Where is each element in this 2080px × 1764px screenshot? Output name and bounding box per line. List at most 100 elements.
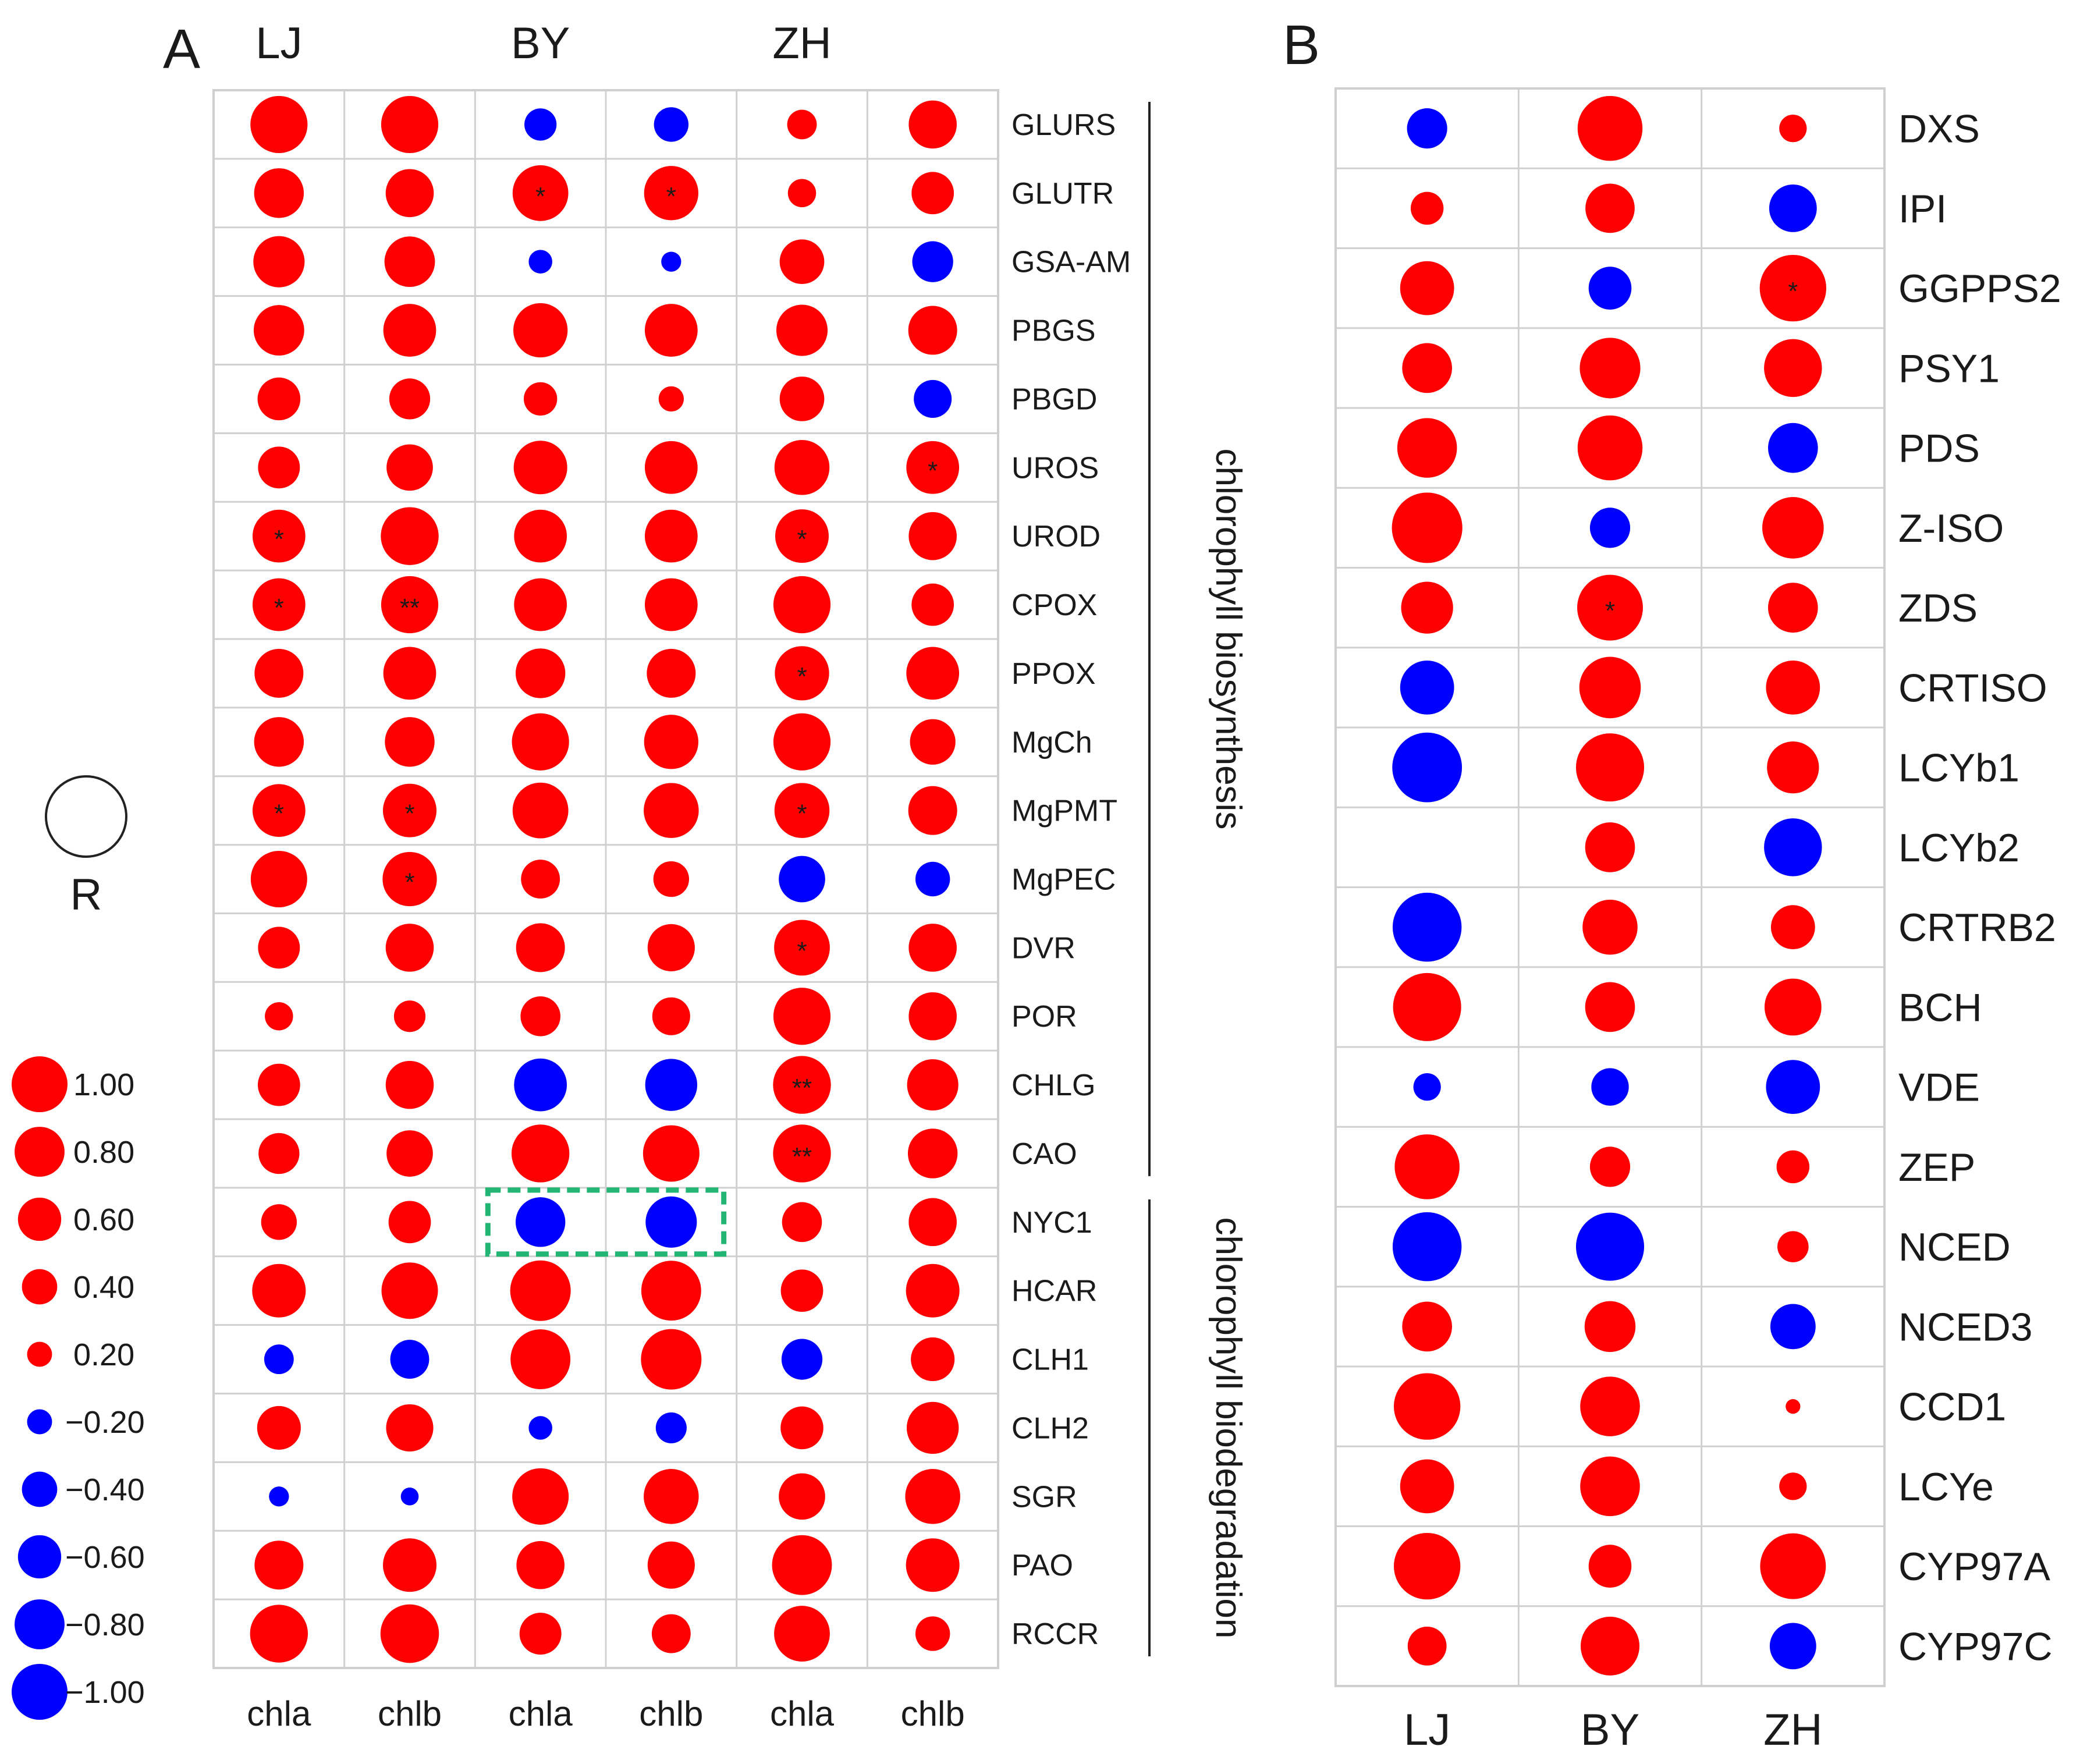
bubble-bch-zh xyxy=(1764,978,1822,1036)
bubble-pbgd-zh-chlb xyxy=(914,379,952,418)
bubble-z-iso-zh xyxy=(1762,497,1824,559)
bubble-zep-zh xyxy=(1776,1150,1810,1184)
legend-bubble xyxy=(12,1664,68,1720)
row-label-bch: BCH xyxy=(1898,985,1982,1030)
legend-value-label: 0.60 xyxy=(73,1202,134,1237)
row-label-mgpmt: MgPMT xyxy=(1011,794,1117,828)
bubble-pao-lj-chla xyxy=(254,1541,304,1590)
bubble-cao-zh-chla xyxy=(773,1124,831,1183)
row-label-urod: UROD xyxy=(1011,520,1101,553)
bubble-pds-zh xyxy=(1768,423,1818,473)
bubble-pbgd-zh-chla xyxy=(779,377,825,421)
legend-bubble xyxy=(27,1341,52,1367)
bubble-mgpec-lj-chla xyxy=(250,851,307,907)
row-label-mgch: MgCh xyxy=(1011,726,1092,759)
bubble-cao-lj-chlb xyxy=(386,1130,433,1177)
bubble-crtiso-lj xyxy=(1400,660,1454,715)
bubble-urod-by-chla xyxy=(514,509,567,563)
bubble-lcyb2-by xyxy=(1585,822,1635,872)
bubble-dvr-zh-chla xyxy=(774,920,830,976)
bubble-rccr-by-chla xyxy=(519,1613,562,1655)
highlight-box xyxy=(485,1187,727,1257)
bubble-cao-by-chlb xyxy=(643,1125,700,1182)
bubble-chlg-by-chlb xyxy=(645,1059,698,1111)
bubble-sgr-by-chla xyxy=(512,1468,569,1525)
group-label-zh: ZH xyxy=(772,19,831,68)
row-label-zep: ZEP xyxy=(1898,1145,1975,1190)
significance-mark: ** xyxy=(400,594,420,622)
row-label-ggpps2: GGPPS2 xyxy=(1898,267,2061,311)
row-label-nyc1: NYC1 xyxy=(1011,1206,1092,1240)
row-label-sgr: SGR xyxy=(1011,1480,1077,1514)
bubble-cpox-lj-chlb xyxy=(381,576,439,634)
bubble-gsa-am-lj-chla xyxy=(253,236,305,288)
bubble-clh1-zh-chla xyxy=(781,1339,823,1380)
bubble-pao-zh-chlb xyxy=(906,1538,960,1592)
bubble-mgpmt-zh-chla xyxy=(774,783,830,838)
panel-a-frame xyxy=(212,89,999,1669)
bubble-z-iso-lj xyxy=(1392,492,1463,563)
bubble-clh1-lj-chla xyxy=(264,1344,294,1375)
bubble-dvr-by-chlb xyxy=(647,924,695,971)
bubble-clh1-lj-chlb xyxy=(390,1340,430,1379)
bubble-clh2-zh-chlb xyxy=(906,1401,959,1454)
row-label-pbgd: PBGD xyxy=(1011,382,1097,416)
bubble-urod-zh-chla xyxy=(775,509,829,563)
bubble-lcyb1-zh xyxy=(1767,741,1819,794)
bubble-mgch-lj-chlb xyxy=(385,717,435,767)
bubble-nyc1-by-chla xyxy=(515,1197,566,1247)
group-label-lj: LJ xyxy=(255,19,302,68)
bubble-dxs-by xyxy=(1577,95,1643,161)
bubble-mgpec-lj-chlb xyxy=(382,851,437,907)
bubble-glurs-lj-chla xyxy=(250,95,308,154)
bubble-hcar-lj-chlb xyxy=(381,1262,438,1319)
bubble-clh2-by-chlb xyxy=(655,1412,687,1444)
col-label-by-chlb: chlb xyxy=(639,1694,703,1733)
legend-r-symbol xyxy=(45,775,127,858)
col-label-by: BY xyxy=(1581,1705,1639,1755)
bubble-pao-by-chla xyxy=(516,1541,565,1589)
bubble-glurs-by-chlb xyxy=(654,107,689,142)
legend-value-label: 0.20 xyxy=(73,1337,134,1372)
bubble-pao-by-chlb xyxy=(647,1541,695,1589)
legend-bubble xyxy=(15,1127,65,1177)
row-label-ipi: IPI xyxy=(1898,187,1947,231)
bubble-glurs-lj-chlb xyxy=(381,95,439,154)
bubble-pbgs-by-chlb xyxy=(644,304,698,357)
bubble-gsa-am-lj-chlb xyxy=(384,236,435,288)
bubble-uros-lj-chlb xyxy=(386,444,433,491)
bubble-glurs-zh-chlb xyxy=(908,100,957,149)
bubble-nced-zh xyxy=(1777,1231,1809,1262)
legend-bubble xyxy=(22,1269,58,1305)
bubble-cyp97c-zh xyxy=(1769,1623,1816,1670)
legend-value-label: −0.60 xyxy=(65,1540,145,1575)
panel-a: A LJ BY ZH chla chlb chla chlb chla chlb GLURS GLUT… xyxy=(163,18,1248,1733)
row-label-hcar: HCAR xyxy=(1011,1275,1097,1308)
bubble-pds-by xyxy=(1577,415,1643,481)
bubble-por-lj-chlb xyxy=(393,1000,426,1032)
bubble-ccd1-lj xyxy=(1393,1373,1461,1440)
bubble-crtrb2-lj xyxy=(1392,892,1462,962)
bubble-nyc1-zh-chlb xyxy=(908,1198,957,1247)
bubble-crtrb2-zh xyxy=(1770,905,1815,950)
legend-bubble xyxy=(17,1197,62,1241)
bubble-gsa-am-zh-chlb xyxy=(912,241,953,282)
bubble-glutr-lj-chla xyxy=(254,168,304,218)
row-label-cao: CAO xyxy=(1011,1137,1077,1171)
bubble-lcyb1-by xyxy=(1575,733,1645,802)
bubble-dvr-by-chla xyxy=(516,923,565,972)
bubble-cyp97c-by xyxy=(1580,1616,1640,1676)
row-label-ppox: PPOX xyxy=(1011,657,1096,691)
bubble-pbgd-lj-chla xyxy=(257,377,301,421)
bubble-dvr-zh-chlb xyxy=(908,924,957,972)
legend-value-label: −0.20 xyxy=(65,1405,145,1440)
bubble-glurs-zh-chla xyxy=(787,109,817,140)
row-label-dxs: DXS xyxy=(1898,107,1980,151)
bubble-pbgd-lj-chlb xyxy=(389,378,431,420)
col-label-by-chla: chla xyxy=(509,1694,573,1733)
bubble-cpox-lj-chla xyxy=(252,578,306,631)
bubble-pbgd-by-chlb xyxy=(658,386,684,412)
bubble-ppox-by-chlb xyxy=(647,648,696,698)
bubble-uros-by-chla xyxy=(513,441,567,495)
significance-mark: ** xyxy=(792,1142,812,1171)
